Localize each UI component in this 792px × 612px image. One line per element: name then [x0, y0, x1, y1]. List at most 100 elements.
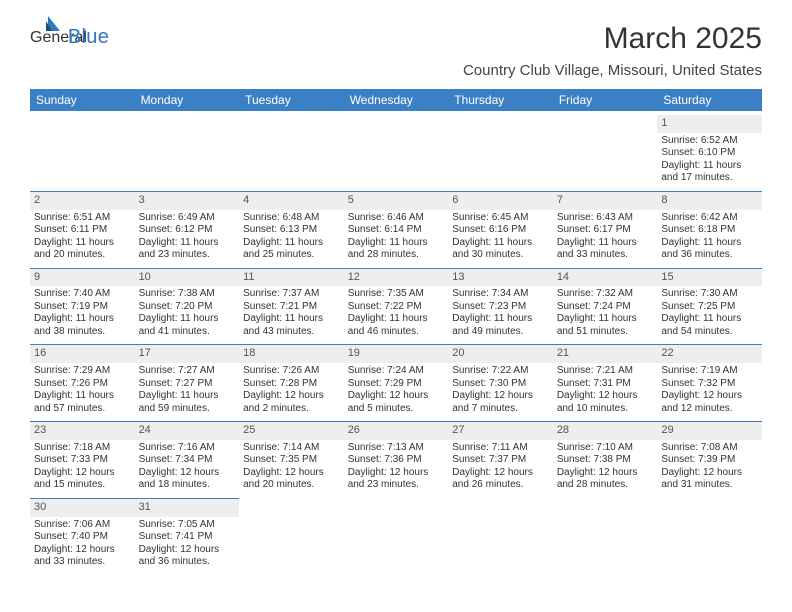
calendar-cell: 22Sunrise: 7:19 AMSunset: 7:32 PMDayligh… — [657, 342, 762, 419]
cell-day1: Daylight: 12 hours — [139, 467, 236, 480]
calendar-cell — [344, 111, 449, 189]
cell-day2: and 43 minutes. — [243, 326, 340, 339]
cell-day2: and 31 minutes. — [661, 479, 758, 492]
logo-text-blue: Blue — [68, 26, 109, 49]
cell-day1: Daylight: 11 hours — [661, 237, 758, 250]
cell-day2: and 30 minutes. — [452, 249, 549, 262]
cell-day1: Daylight: 11 hours — [243, 313, 340, 326]
cell-day2: and 51 minutes. — [557, 326, 654, 339]
cell-day1: Daylight: 11 hours — [557, 313, 654, 326]
calendar-cell: 27Sunrise: 7:11 AMSunset: 7:37 PMDayligh… — [448, 419, 553, 496]
cell-sunrise: Sunrise: 7:30 AM — [661, 288, 758, 301]
cell-sunrise: Sunrise: 7:32 AM — [557, 288, 654, 301]
cell-day1: Daylight: 11 hours — [139, 237, 236, 250]
cell-sunset: Sunset: 6:16 PM — [452, 224, 549, 237]
cell-sunrise: Sunrise: 6:49 AM — [139, 212, 236, 225]
cell-day2: and 26 minutes. — [452, 479, 549, 492]
cell-day2: and 23 minutes. — [348, 479, 445, 492]
cell-day2: and 28 minutes. — [348, 249, 445, 262]
calendar-cell: 5Sunrise: 6:46 AMSunset: 6:14 PMDaylight… — [344, 189, 449, 266]
cell-day1: Daylight: 12 hours — [243, 390, 340, 403]
day-number: 7 — [553, 191, 658, 210]
cell-day1: Daylight: 12 hours — [452, 390, 549, 403]
cell-day1: Daylight: 12 hours — [139, 544, 236, 557]
cell-sunset: Sunset: 7:30 PM — [452, 378, 549, 391]
day-number: 14 — [553, 268, 658, 287]
cell-sunrise: Sunrise: 6:51 AM — [34, 212, 131, 225]
cell-day2: and 20 minutes. — [243, 479, 340, 492]
cell-sunrise: Sunrise: 6:42 AM — [661, 212, 758, 225]
cell-day1: Daylight: 11 hours — [348, 313, 445, 326]
calendar-cell: 19Sunrise: 7:24 AMSunset: 7:29 PMDayligh… — [344, 342, 449, 419]
cell-day1: Daylight: 12 hours — [243, 467, 340, 480]
cell-sunrise: Sunrise: 7:11 AM — [452, 442, 549, 455]
location-subtitle: Country Club Village, Missouri, United S… — [463, 62, 762, 79]
cell-sunset: Sunset: 7:20 PM — [139, 301, 236, 314]
cell-sunset: Sunset: 6:17 PM — [557, 224, 654, 237]
cell-sunrise: Sunrise: 7:26 AM — [243, 365, 340, 378]
cell-sunrise: Sunrise: 7:38 AM — [139, 288, 236, 301]
calendar-cell: 6Sunrise: 6:45 AMSunset: 6:16 PMDaylight… — [448, 189, 553, 266]
cell-day2: and 54 minutes. — [661, 326, 758, 339]
cell-day2: and 41 minutes. — [139, 326, 236, 339]
day-number: 6 — [448, 191, 553, 210]
cell-sunset: Sunset: 7:28 PM — [243, 378, 340, 391]
weekday-header: Sunday — [30, 89, 135, 111]
cell-sunset: Sunset: 6:13 PM — [243, 224, 340, 237]
cell-sunset: Sunset: 7:27 PM — [139, 378, 236, 391]
cell-day1: Daylight: 12 hours — [661, 390, 758, 403]
calendar-cell: 18Sunrise: 7:26 AMSunset: 7:28 PMDayligh… — [239, 342, 344, 419]
cell-day1: Daylight: 11 hours — [139, 390, 236, 403]
calendar-cell: 2Sunrise: 6:51 AMSunset: 6:11 PMDaylight… — [30, 189, 135, 266]
calendar-cell: 9Sunrise: 7:40 AMSunset: 7:19 PMDaylight… — [30, 266, 135, 343]
cell-sunset: Sunset: 6:10 PM — [661, 147, 758, 160]
cell-day2: and 18 minutes. — [139, 479, 236, 492]
cell-day2: and 49 minutes. — [452, 326, 549, 339]
cell-day1: Daylight: 12 hours — [348, 467, 445, 480]
logo-sail-icon — [44, 13, 66, 38]
calendar-cell: 8Sunrise: 6:42 AMSunset: 6:18 PMDaylight… — [657, 189, 762, 266]
cell-day1: Daylight: 11 hours — [139, 313, 236, 326]
calendar-cell — [553, 496, 658, 573]
cell-sunrise: Sunrise: 6:52 AM — [661, 135, 758, 148]
cell-sunrise: Sunrise: 7:22 AM — [452, 365, 549, 378]
calendar-week-row: 9Sunrise: 7:40 AMSunset: 7:19 PMDaylight… — [30, 266, 762, 343]
calendar-cell: 31Sunrise: 7:05 AMSunset: 7:41 PMDayligh… — [135, 496, 240, 573]
cell-sunset: Sunset: 7:38 PM — [557, 454, 654, 467]
cell-sunrise: Sunrise: 7:16 AM — [139, 442, 236, 455]
cell-day2: and 33 minutes. — [34, 556, 131, 569]
calendar-cell: 1Sunrise: 6:52 AMSunset: 6:10 PMDaylight… — [657, 111, 762, 189]
cell-sunrise: Sunrise: 7:13 AM — [348, 442, 445, 455]
cell-day2: and 10 minutes. — [557, 403, 654, 416]
calendar-cell: 10Sunrise: 7:38 AMSunset: 7:20 PMDayligh… — [135, 266, 240, 343]
cell-sunrise: Sunrise: 7:18 AM — [34, 442, 131, 455]
cell-day1: Daylight: 11 hours — [34, 313, 131, 326]
cell-sunset: Sunset: 7:21 PM — [243, 301, 340, 314]
calendar-cell: 12Sunrise: 7:35 AMSunset: 7:22 PMDayligh… — [344, 266, 449, 343]
cell-day1: Daylight: 12 hours — [661, 467, 758, 480]
calendar-week-row: 2Sunrise: 6:51 AMSunset: 6:11 PMDaylight… — [30, 189, 762, 266]
cell-sunset: Sunset: 7:31 PM — [557, 378, 654, 391]
calendar-week-row: 30Sunrise: 7:06 AMSunset: 7:40 PMDayligh… — [30, 496, 762, 573]
day-number: 21 — [553, 344, 658, 363]
calendar-week-row: 1Sunrise: 6:52 AMSunset: 6:10 PMDaylight… — [30, 111, 762, 189]
cell-day1: Daylight: 11 hours — [452, 313, 549, 326]
cell-day2: and 5 minutes. — [348, 403, 445, 416]
cell-sunset: Sunset: 6:18 PM — [661, 224, 758, 237]
title-block: March 2025 Country Club Village, Missour… — [463, 22, 762, 79]
cell-sunset: Sunset: 6:14 PM — [348, 224, 445, 237]
day-number: 11 — [239, 268, 344, 287]
cell-day1: Daylight: 11 hours — [34, 237, 131, 250]
day-number: 1 — [657, 115, 762, 133]
day-number: 25 — [239, 421, 344, 440]
cell-sunset: Sunset: 7:32 PM — [661, 378, 758, 391]
calendar-cell: 15Sunrise: 7:30 AMSunset: 7:25 PMDayligh… — [657, 266, 762, 343]
cell-sunrise: Sunrise: 7:10 AM — [557, 442, 654, 455]
cell-sunset: Sunset: 7:34 PM — [139, 454, 236, 467]
day-number: 19 — [344, 344, 449, 363]
day-number: 3 — [135, 191, 240, 210]
cell-day2: and 33 minutes. — [557, 249, 654, 262]
day-number: 5 — [344, 191, 449, 210]
cell-day1: Daylight: 12 hours — [557, 390, 654, 403]
cell-sunset: Sunset: 6:12 PM — [139, 224, 236, 237]
